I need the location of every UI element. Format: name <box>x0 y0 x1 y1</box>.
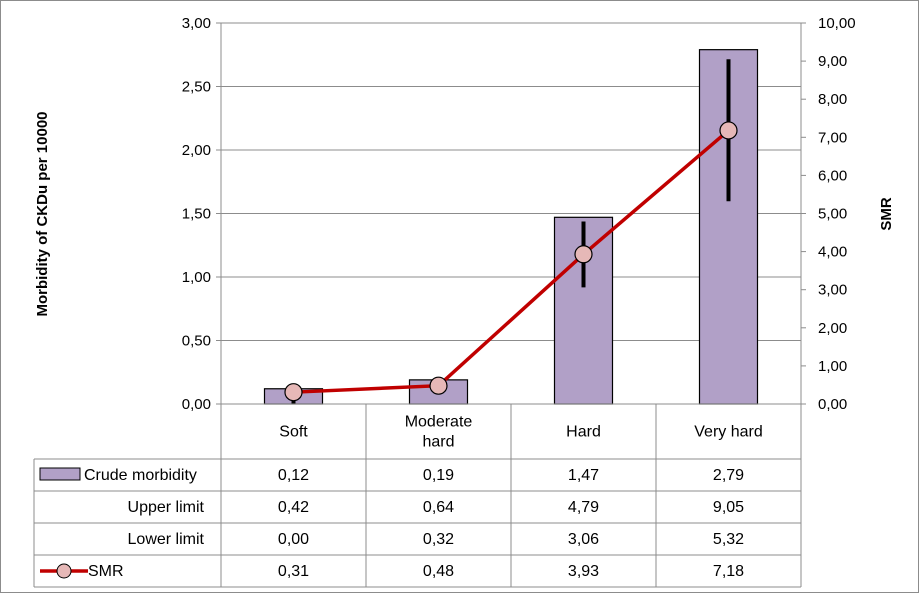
table-cell: 0,19 <box>423 467 454 484</box>
table-cell: 5,32 <box>713 531 744 548</box>
axes: 0,00 0,50 1,00 1,50 2,00 2,50 3,00 0,00 1,00 2,00… <box>182 15 856 413</box>
smr-point <box>429 376 448 395</box>
y-tick-label: 0,50 <box>182 333 211 350</box>
y2-tick-label: 3,00 <box>818 282 847 299</box>
table-cell: 3,93 <box>568 563 599 580</box>
category-label: Very hard <box>694 424 762 441</box>
y-tick-label: 1,50 <box>182 206 211 223</box>
legend-key-marker <box>56 563 72 579</box>
y-tick-label: 2,00 <box>182 142 211 159</box>
category-label: Moderate <box>405 414 473 431</box>
smr-point <box>284 383 303 402</box>
y2-axis-title: SMR <box>878 197 895 231</box>
smr-series-line <box>293 129 730 394</box>
y2-tick-label: 8,00 <box>818 91 847 108</box>
smr-point <box>574 245 593 264</box>
y2-tick-label: 6,00 <box>818 167 847 184</box>
table-cell: 1,47 <box>568 467 599 484</box>
y-axis-title: Morbidity of CKDu per 10000 <box>34 111 51 316</box>
table-cell: 9,05 <box>713 499 744 516</box>
y2-tick-label: 2,00 <box>818 320 847 337</box>
y-tick-label: 3,00 <box>182 15 211 32</box>
legend-key-bar <box>39 467 81 481</box>
series-name: Lower limit <box>128 531 205 548</box>
table-cell: 7,18 <box>713 563 744 580</box>
series-name: Crude morbidity <box>84 467 197 484</box>
smr-line <box>284 121 738 402</box>
y2-tick-label: 4,00 <box>818 244 847 261</box>
y-tick-label: 0,00 <box>182 396 211 413</box>
y2-tick-label: 7,00 <box>818 129 847 146</box>
y2-tick-label: 5,00 <box>818 206 847 223</box>
table-cell: 2,79 <box>713 467 744 484</box>
series-name: SMR <box>88 563 124 580</box>
table-cell: 0,31 <box>278 563 309 580</box>
table-cell: 0,64 <box>423 499 454 516</box>
category-label: Soft <box>279 424 308 441</box>
y-tick-label: 2,50 <box>182 79 211 96</box>
table-cell: 0,42 <box>278 499 309 516</box>
category-label: Hard <box>566 424 601 441</box>
y-tick-label: 1,00 <box>182 269 211 286</box>
y2-tick-label: 1,00 <box>818 358 847 375</box>
table-cell: 0,12 <box>278 467 309 484</box>
table-cell: 4,79 <box>568 499 599 516</box>
table-cell: 0,32 <box>423 531 454 548</box>
table-cell: 0,48 <box>423 563 454 580</box>
table-cell: 3,06 <box>568 531 599 548</box>
bars <box>263 49 759 405</box>
table-cell: 0,00 <box>278 531 309 548</box>
series-name: Upper limit <box>128 499 205 516</box>
y2-tick-label: 10,00 <box>818 15 856 32</box>
data-table: Soft Moderate hard Hard Very hard Crude morbi… <box>33 403 802 588</box>
error-bars <box>291 59 731 404</box>
category-label: hard <box>422 434 454 451</box>
smr-point <box>719 121 738 140</box>
y2-tick-label: 9,00 <box>818 53 847 70</box>
y2-tick-label: 0,00 <box>818 396 847 413</box>
